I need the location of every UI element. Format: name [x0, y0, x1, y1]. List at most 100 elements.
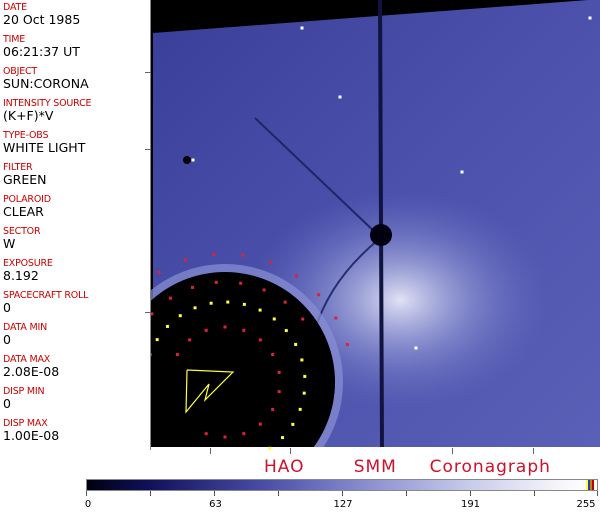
marker-dot	[302, 391, 306, 395]
header-field: SPACECRAFT ROLL 0	[3, 290, 88, 315]
field-label: FILTER	[3, 162, 33, 173]
marker-dot	[223, 435, 227, 439]
marker-dot	[241, 253, 245, 257]
field-label: DATA MAX	[3, 354, 51, 365]
axis-tick	[290, 448, 291, 454]
header-field: DISP MIN 0	[3, 386, 45, 411]
marker-dot	[272, 317, 276, 321]
field-value: 0	[3, 332, 11, 347]
header-field: TIME 06:21:37 UT	[3, 34, 80, 59]
header-field: DATE 20 Oct 1985	[3, 2, 80, 27]
axis-tick	[210, 448, 211, 454]
marker-dot	[242, 302, 246, 306]
marker-dot	[271, 408, 275, 411]
marker-dot	[193, 306, 197, 310]
colorbar-end-swatch	[592, 480, 594, 490]
marker-dot	[191, 158, 195, 162]
marker-dot	[212, 252, 216, 256]
marker-dot	[178, 314, 182, 318]
colorbar-tick	[342, 491, 343, 496]
marker-dot	[262, 288, 266, 292]
marker-dot	[175, 353, 179, 356]
marker-dot	[188, 338, 192, 342]
marker-dot	[242, 432, 246, 436]
marker-dot	[223, 325, 227, 329]
colorbar-tick	[214, 491, 215, 496]
field-value: CLEAR	[3, 204, 44, 219]
colorbar-tick	[86, 491, 87, 496]
marker-dot	[284, 329, 288, 333]
header-field: DISP MAX 1.00E-08	[3, 418, 59, 443]
colorbar-end-swatch	[588, 480, 590, 490]
marker-dot	[277, 370, 281, 374]
field-value: (K+F)*V	[3, 108, 54, 123]
marker-dot	[294, 342, 298, 346]
marker-dot	[588, 16, 592, 20]
marker-dot	[155, 338, 159, 342]
marker-dot	[242, 328, 246, 332]
field-label: TYPE-OBS	[3, 130, 49, 141]
colorbar-tick	[406, 491, 407, 496]
field-label: SPACECRAFT ROLL	[3, 290, 89, 301]
marker-dot	[183, 258, 187, 262]
colorbar-tick	[597, 491, 598, 496]
coronagraph-image	[151, 0, 600, 450]
marker-dot	[301, 317, 305, 321]
field-value: W	[3, 236, 16, 251]
colorbar-tick-label: 255	[576, 499, 596, 510]
header-field: DATA MAX 2.08E-08	[3, 354, 59, 379]
marker-dot	[334, 316, 338, 320]
marker-dot	[204, 432, 208, 436]
marker-dot	[269, 261, 273, 265]
colorbar-tick	[534, 491, 535, 496]
marker-dot	[345, 343, 349, 347]
field-value: SUN:CORONA	[3, 76, 89, 91]
marker-dot	[204, 328, 208, 332]
marker-dot	[258, 308, 262, 312]
marker-dot	[151, 312, 154, 316]
field-value: WHITE LIGHT	[3, 140, 86, 155]
field-label: DISP MIN	[3, 386, 45, 397]
axis-tick	[145, 149, 151, 150]
marker-dot	[298, 407, 302, 411]
marker-dot	[226, 300, 230, 304]
instrument-title: HAO SMM Coronagraph	[264, 457, 551, 477]
marker-dot	[214, 280, 218, 284]
field-value: 8.192	[3, 268, 39, 283]
field-value: 1.00E-08	[3, 428, 60, 443]
marker-dot	[300, 26, 304, 30]
marker-dot	[291, 422, 295, 426]
field-label: OBJECT	[3, 66, 38, 77]
marker-dot	[258, 422, 262, 426]
colorbar-tick-label: 0	[84, 499, 92, 510]
marker-dot	[338, 95, 342, 99]
field-label: DATA MIN	[3, 322, 47, 333]
marker-dot	[277, 390, 281, 394]
marker-dot	[317, 293, 321, 297]
marker-dot	[283, 300, 287, 304]
field-label: DISP MAX	[3, 418, 48, 429]
header-field: SECTOR W	[3, 226, 41, 251]
header-field: DATA MIN 0	[3, 322, 47, 347]
marker-dot	[295, 274, 299, 278]
colorbar-tick-label: 191	[460, 499, 481, 510]
field-label: POLAROID	[3, 194, 51, 205]
colorbar-tick	[278, 491, 279, 496]
field-label: TIME	[3, 34, 26, 45]
axis-tick	[452, 448, 453, 454]
axis-tick	[533, 448, 534, 454]
header-field: FILTER GREEN	[3, 162, 47, 187]
colorbar-end-swatch	[586, 480, 588, 490]
marker-dot	[157, 270, 161, 274]
field-value: GREEN	[3, 172, 47, 187]
marker-dot	[460, 170, 464, 174]
marker-dot	[303, 374, 307, 378]
axis-tick	[145, 72, 151, 73]
field-value: 2.08E-08	[3, 364, 60, 379]
colorbar-tick-label: 63	[209, 499, 222, 510]
header-panel: DATE 20 Oct 1985 TIME 06:21:37 UT OBJECT SUN:…	[0, 0, 151, 450]
marker-dot	[209, 301, 213, 305]
marker-dot	[268, 446, 272, 450]
field-label: EXPOSURE	[3, 258, 53, 269]
marker-dot	[165, 324, 169, 328]
